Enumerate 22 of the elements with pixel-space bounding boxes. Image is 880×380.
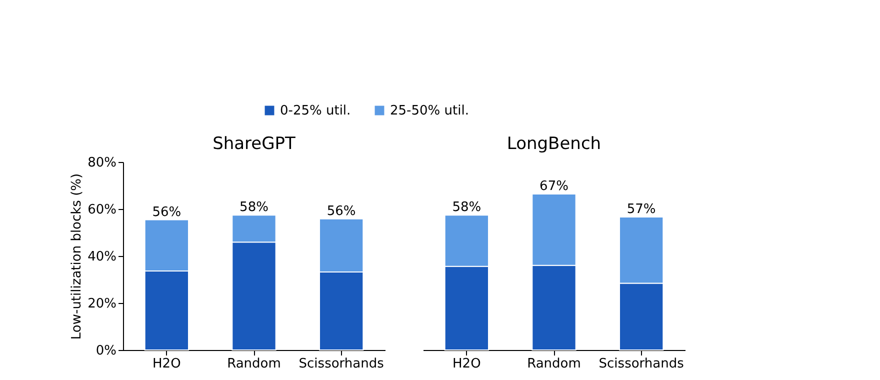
- total-label: 67%: [540, 178, 568, 194]
- legend-label: 25-50% util.: [390, 104, 469, 119]
- y-axis-title: Low-utilization blocks (%): [70, 173, 85, 340]
- x-tick-label: Scissorhands: [298, 356, 384, 372]
- total-label: 56%: [326, 204, 356, 219]
- total-label: 58%: [240, 200, 268, 216]
- y-tick-label: 20%: [88, 296, 116, 312]
- x-tick-label: H2O: [152, 356, 181, 372]
- legend-label: 0-25% util.: [280, 104, 351, 119]
- total-label: 56%: [152, 204, 182, 220]
- y-tick-label: 80%: [88, 156, 116, 170]
- x-tick-label: Random: [527, 356, 581, 372]
- chart-title: ShareGPT: [212, 134, 296, 154]
- y-tick-label: 40%: [88, 250, 116, 264]
- y-tick-label: 0%: [96, 344, 116, 358]
- y-tick-label: 60%: [88, 202, 116, 218]
- chart-title: LongBench: [506, 134, 602, 154]
- total-label: 58%: [452, 200, 482, 216]
- x-tick-label: H2O: [452, 356, 481, 372]
- total-label: 57%: [626, 202, 656, 217]
- x-tick-label: Scissorhands: [598, 356, 684, 372]
- x-tick-label: Random: [227, 356, 281, 372]
